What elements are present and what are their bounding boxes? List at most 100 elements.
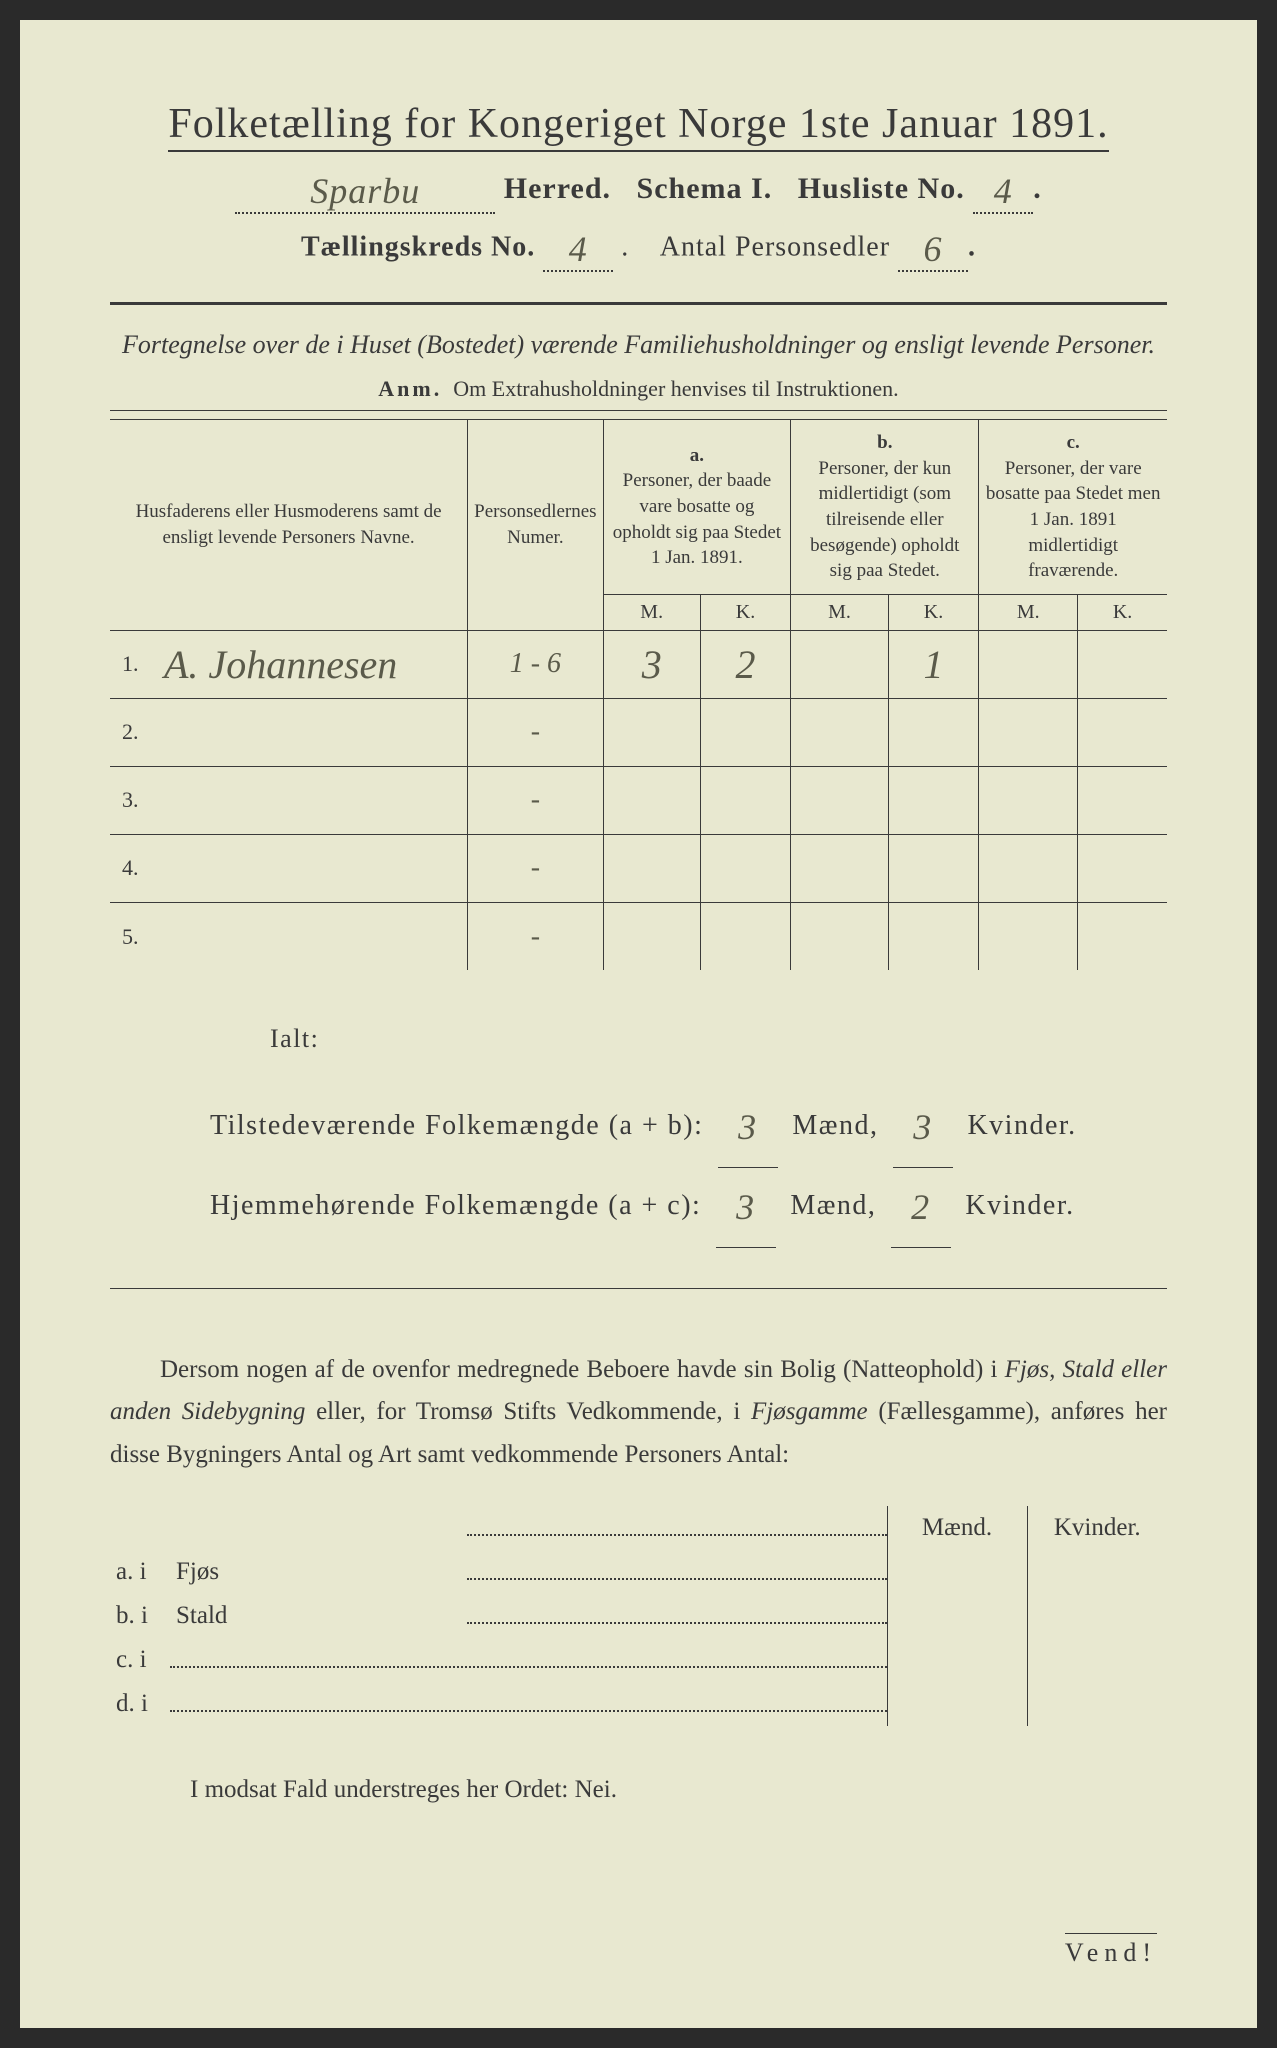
row-b-k: [888, 698, 979, 766]
row-c-m: [979, 834, 1078, 902]
summary-line-2: Hjemmehørende Folkemængde (a + c): 3 Mæn…: [210, 1168, 1167, 1248]
summary-block: Ialt: Tilstedeværende Folkemængde (a + b…: [110, 1010, 1167, 1248]
lower-a-label: Fjøs: [170, 1550, 467, 1594]
mk-header: K.: [700, 594, 790, 630]
row-a-m: [603, 902, 700, 970]
lower-b-label: Stald: [170, 1594, 467, 1638]
row-b-m: [791, 902, 888, 970]
row-sedler: -: [468, 698, 603, 766]
husliste-label: Husliste No.: [798, 172, 965, 205]
col-names-header: Husfaderens eller Husmoderens samt de en…: [110, 420, 468, 631]
table-row: 5. -: [110, 902, 1167, 970]
herred-label: Herred.: [504, 172, 611, 205]
header-block: Folketælling for Kongeriget Norge 1ste J…: [110, 100, 1167, 272]
row-num: 4.: [110, 834, 150, 902]
para-text: Dersom nogen af de ovenfor medregnede Be…: [160, 1356, 1005, 1383]
summary-line-1: Tilstedeværende Folkemængde (a + b): 3 M…: [210, 1088, 1167, 1168]
row-a-m: [603, 698, 700, 766]
para-text: eller, for Tromsø Stifts Vedkommende, i: [305, 1398, 751, 1425]
hjemme-m: 3: [736, 1168, 756, 1247]
lower-table: Mænd. Kvinder. a. i Fjøs b. i Stald c. i…: [110, 1506, 1167, 1726]
paragraph: Dersom nogen af de ovenfor medregnede Be…: [110, 1349, 1167, 1477]
row-name: A. Johannesen: [150, 630, 468, 698]
row-num: 1.: [110, 630, 150, 698]
row-a-m: [603, 834, 700, 902]
row-b-m: [791, 766, 888, 834]
table-row: 3. -: [110, 766, 1167, 834]
lower-c-prefix: c. i: [110, 1638, 170, 1682]
row-name: [150, 698, 468, 766]
row-c-k: [1078, 834, 1167, 902]
row-sedler: -: [468, 766, 603, 834]
hjemme-label: Hjemmehørende Folkemængde (a + c):: [210, 1190, 701, 1221]
row-c-m: [979, 630, 1078, 698]
table-row: 2.-: [110, 698, 1167, 766]
row-c-k: [1078, 698, 1167, 766]
row-sedler: -: [468, 902, 603, 970]
hjemme-k: 2: [911, 1168, 931, 1247]
row-a-k: [700, 698, 790, 766]
main-table: Husfaderens eller Husmoderens samt de en…: [110, 419, 1167, 970]
col-c-label: c.: [1067, 432, 1080, 453]
lower-b-prefix: b. i: [110, 1594, 170, 1638]
row-num: 3.: [110, 766, 150, 834]
anm-label: Anm.: [378, 376, 442, 401]
col-a-label: a.: [690, 445, 704, 466]
lower-maend-header: Mænd.: [887, 1506, 1027, 1550]
tilstede-m: 3: [738, 1088, 758, 1167]
census-form-page: Folketælling for Kongeriget Norge 1ste J…: [20, 20, 1257, 2028]
tilstede-label: Tilstedeværende Folkemængde (a + b):: [210, 1110, 703, 1141]
row-a-k: [700, 902, 790, 970]
row-a-k: [700, 766, 790, 834]
lower-row-d: d. i: [110, 1682, 1167, 1726]
row-b-k: [888, 766, 979, 834]
ialt-label: Ialt:: [270, 1010, 1167, 1067]
husliste-value: 4: [994, 170, 1013, 212]
lower-kvinder-header: Kvinder.: [1027, 1506, 1167, 1550]
col-a-text: Personer, der baade vare bosatte og opho…: [613, 470, 781, 568]
row-num: 5.: [110, 902, 150, 970]
row-name: [150, 766, 468, 834]
row-b-k: [888, 902, 979, 970]
kvinder-label: Kvinder.: [967, 1110, 1076, 1141]
main-title: Folketælling for Kongeriget Norge 1ste J…: [168, 100, 1108, 152]
anm-line: Anm. Om Extrahusholdninger henvises til …: [110, 376, 1167, 402]
modsat-line: I modsat Fald understreges her Ordet: Ne…: [110, 1776, 1167, 1804]
divider: [110, 302, 1167, 305]
antal-label: Antal Personsedler: [660, 231, 890, 262]
kreds-value: 4: [569, 228, 588, 270]
col-a-header: a. Personer, der baade vare bosatte og o…: [603, 420, 791, 595]
header-line-3: Tællingskreds No. 4 . Antal Personsedler…: [110, 228, 1167, 272]
lower-row-c: c. i: [110, 1638, 1167, 1682]
col-b-label: b.: [877, 432, 892, 453]
col-c-text: Personer, der vare bosatte paa Stedet me…: [986, 458, 1161, 582]
antal-value: 6: [924, 228, 943, 270]
mk-header: M.: [791, 594, 888, 630]
col-b-text: Personer, der kun midlertidigt (som tilr…: [810, 458, 959, 582]
table-row: 1.A. Johannesen1 - 6321: [110, 630, 1167, 698]
mk-header: K.: [1078, 594, 1167, 630]
row-c-k: [1078, 766, 1167, 834]
kvinder-label: Kvinder.: [965, 1190, 1074, 1221]
col-b-header: b. Personer, der kun midlertidigt (som t…: [791, 420, 979, 595]
lower-a-prefix: a. i: [110, 1550, 170, 1594]
mk-header: K.: [888, 594, 979, 630]
row-b-m: [791, 630, 888, 698]
mk-header: M.: [603, 594, 700, 630]
maend-label: Mænd,: [790, 1190, 876, 1221]
row-sedler: -: [468, 834, 603, 902]
para-italic: Fjøsgamme: [751, 1398, 868, 1425]
row-a-k: 2: [700, 630, 790, 698]
subtitle-text: Fortegnelse over de i Huset (Bostedet) v…: [122, 330, 1155, 359]
anm-text: Om Extrahusholdninger henvises til Instr…: [453, 376, 898, 401]
row-sedler: 1 - 6: [468, 630, 603, 698]
row-c-k: [1078, 902, 1167, 970]
row-c-m: [979, 766, 1078, 834]
tilstede-k: 3: [913, 1088, 933, 1167]
col1-text: Husfaderens eller Husmoderens samt de en…: [136, 501, 442, 548]
header-line-2: Sparbu Herred. Schema I. Husliste No. 4.: [110, 170, 1167, 214]
divider-thin: [110, 410, 1167, 411]
row-b-m: [791, 698, 888, 766]
row-c-m: [979, 698, 1078, 766]
row-c-k: [1078, 630, 1167, 698]
